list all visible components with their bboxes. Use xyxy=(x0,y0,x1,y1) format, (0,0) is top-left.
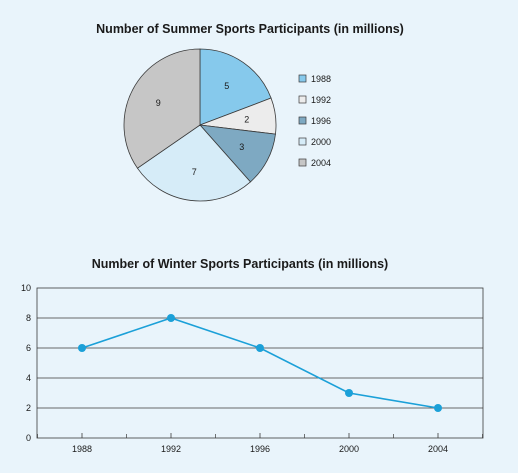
pie-slice-label-1996: 3 xyxy=(239,142,244,152)
legend-label-1996: 1996 xyxy=(311,116,331,126)
legend-swatch-2004 xyxy=(298,158,307,167)
x-tick-label-1988: 1988 xyxy=(72,444,92,454)
data-point-1992 xyxy=(167,314,175,322)
pie-slice-2004 xyxy=(123,48,201,169)
line-chart: 0 2 4 6 8 10 1988 1992 1996 2000 2004 xyxy=(21,283,484,454)
y-tick-label-0: 0 xyxy=(26,433,31,443)
pie-chart: 5 2 3 7 9 xyxy=(123,48,277,202)
legend-label-1992: 1992 xyxy=(311,95,331,105)
pie-slice-2000 xyxy=(136,124,251,202)
x-tick-label-2000: 2000 xyxy=(339,444,359,454)
y-tick-label-4: 4 xyxy=(26,373,31,383)
legend-label-2000: 2000 xyxy=(311,137,331,147)
x-tick-label-1992: 1992 xyxy=(161,444,181,454)
y-tick-label-6: 6 xyxy=(26,343,31,353)
x-tick-label-2004: 2004 xyxy=(428,444,448,454)
legend-label-1988: 1988 xyxy=(311,74,331,84)
y-tick-label-8: 8 xyxy=(26,313,31,323)
legend-swatch-1992 xyxy=(298,95,307,104)
pie-slice-label-2004: 9 xyxy=(156,98,161,108)
pie-slice-1988 xyxy=(199,48,272,126)
y-tick-label-10: 10 xyxy=(21,283,31,293)
line-chart-title: Number of Winter Sports Participants (in… xyxy=(92,257,388,271)
pie-slice-label-1988: 5 xyxy=(224,81,229,91)
x-tick-label-1996: 1996 xyxy=(250,444,270,454)
data-point-1996 xyxy=(256,344,264,352)
legend-label-2004: 2004 xyxy=(311,158,331,168)
pie-slice-label-1992: 2 xyxy=(244,114,249,124)
legend-swatch-1988 xyxy=(298,74,307,83)
legend-swatch-2000 xyxy=(298,137,307,146)
pie-slice-label-2000: 7 xyxy=(192,167,197,177)
data-point-2000 xyxy=(345,389,353,397)
data-point-1988 xyxy=(78,344,86,352)
y-tick-label-2: 2 xyxy=(26,403,31,413)
legend-swatch-1996 xyxy=(298,116,307,125)
pie-legend: 1988 1992 1996 2000 2004 xyxy=(298,74,331,168)
pie-chart-title: Number of Summer Sports Participants (in… xyxy=(96,22,404,36)
data-point-2004 xyxy=(434,404,442,412)
plot-area xyxy=(36,287,484,439)
